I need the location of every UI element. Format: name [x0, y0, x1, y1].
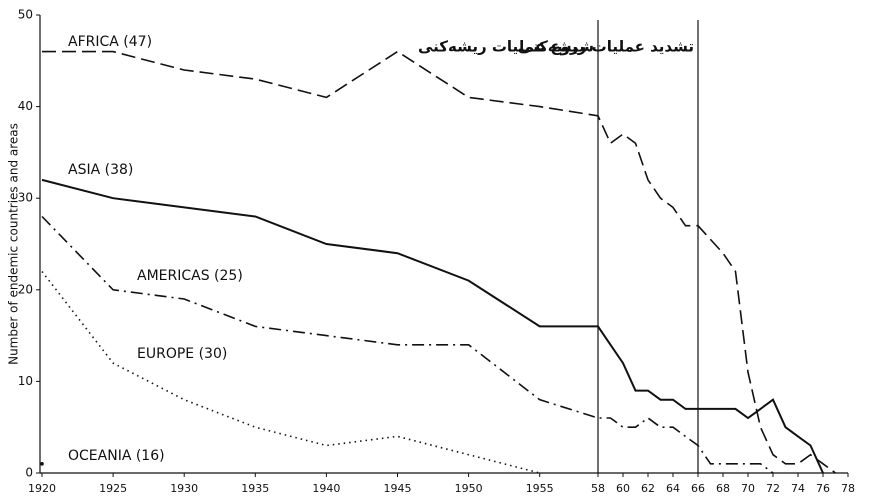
series-label: ASIA (38) [68, 162, 133, 178]
x-tick-label: 1950 [455, 482, 483, 495]
y-tick-label: 20 [18, 282, 33, 296]
x-tick-label: 70 [741, 482, 755, 495]
x-tick-label: 1925 [99, 482, 127, 495]
series-line [41, 271, 540, 474]
x-tick-label: 1920 [28, 482, 56, 495]
x-tick-label: 1930 [170, 482, 198, 495]
x-tick-label: 64 [666, 482, 680, 495]
y-tick-label: 30 [18, 191, 33, 205]
x-tick-label: 78 [841, 482, 855, 495]
y-tick-label: 50 [18, 8, 33, 22]
x-tick-label: 1940 [312, 482, 340, 495]
annotation: تشدید عملیات ریشه‌کنی [518, 38, 694, 56]
x-tick-label: 68 [716, 482, 730, 495]
series-line [41, 178, 824, 474]
x-tick-label: 66 [691, 482, 705, 495]
series-line [42, 50, 836, 474]
y-tick-label: 40 [18, 99, 33, 113]
data-point [40, 462, 44, 466]
x-tick-label: 62 [641, 482, 655, 495]
x-tick-label: 74 [791, 482, 805, 495]
series-label: AMERICAS (25) [137, 268, 243, 284]
annotation: شروع عملیات ریشه‌کنی [418, 38, 594, 56]
series-label: OCEANIA (16) [68, 448, 165, 464]
series-line [41, 215, 774, 474]
x-tick-label: 58 [591, 482, 605, 495]
y-axis-label: Number of endemic countries and areas [7, 123, 21, 365]
y-tick-label: 0 [25, 466, 33, 480]
series-label: EUROPE (30) [137, 346, 227, 362]
x-tick-label: 60 [616, 482, 630, 495]
x-tick-label: 76 [816, 482, 830, 495]
y-tick-label: 10 [18, 374, 33, 388]
x-tick-label: 72 [766, 482, 780, 495]
series-label: AFRICA (47) [68, 34, 152, 50]
x-tick-label: 1955 [526, 482, 554, 495]
x-tick-label: 1935 [241, 482, 269, 495]
x-tick-label: 1945 [384, 482, 412, 495]
